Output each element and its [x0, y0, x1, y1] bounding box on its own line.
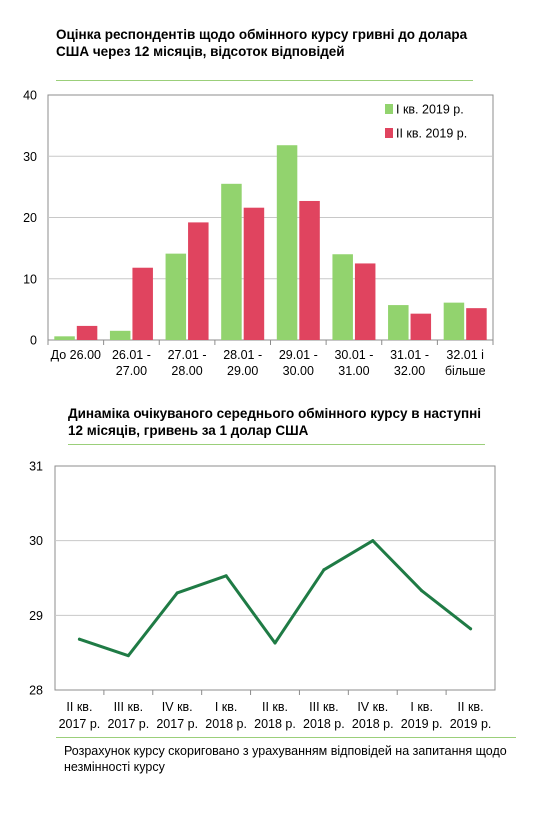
line-x-tick-label: 2017 р. [156, 717, 198, 731]
bar-q2-2019 [243, 207, 265, 340]
bar-x-tick-label: 31.00 [338, 364, 369, 378]
bar-x-tick-label: 32.00 [394, 364, 425, 378]
bar-q1-2019 [109, 330, 131, 340]
bar-x-tick-label: 31.01 - [390, 348, 429, 362]
bar-x-tick-label: 32.01 і [446, 348, 484, 362]
line-x-tick-label: I кв. [215, 700, 238, 714]
legend-label: ІІ кв. 2019 р. [396, 127, 467, 141]
line-data-point [126, 654, 130, 658]
bar-x-tick-label: 30.00 [283, 364, 314, 378]
bar-y-tick-label: 10 [23, 272, 37, 286]
line-x-tick-label: III кв. [309, 700, 338, 714]
line-chart-title: Динаміка очікуваного середнього обмінног… [68, 406, 482, 438]
footnote: Розрахунок курсу скориговано з урахуванн… [64, 744, 507, 774]
bar-y-tick-label: 40 [23, 89, 37, 103]
line-y-tick-label: 28 [29, 684, 43, 698]
legend-swatch [385, 104, 393, 114]
line-data-point [224, 574, 228, 578]
line-x-tick-label: 2017 р. [59, 717, 101, 731]
bar-y-tick-label: 30 [23, 150, 37, 164]
bar-q1-2019 [221, 183, 242, 340]
legend-swatch [385, 128, 393, 138]
line-data-point [175, 591, 179, 595]
line-x-tick-label: II кв. [458, 700, 484, 714]
line-x-tick-label: I кв. [410, 700, 433, 714]
bar-q1-2019 [276, 145, 298, 340]
line-x-tick-label: IV кв. [357, 700, 388, 714]
bar-q1-2019 [332, 254, 353, 340]
bar-x-tick-label: 30.01 - [334, 348, 373, 362]
bar-x-tick-label: 28.01 - [223, 348, 262, 362]
bar-q1-2019 [443, 302, 465, 340]
line-data-point [469, 627, 473, 631]
line-y-tick-label: 31 [29, 460, 43, 474]
line-x-tick-label: 2017 р. [107, 717, 149, 731]
line-y-tick-label: 29 [29, 609, 43, 623]
bar-q1-2019 [165, 253, 187, 340]
footnote-divider [56, 737, 516, 738]
bar-q1-2019 [54, 336, 75, 340]
bar-q1-2019 [388, 305, 409, 340]
bar-y-tick-label: 20 [23, 211, 37, 225]
bar-x-tick-label: До 26.00 [51, 348, 101, 362]
line-data-point [322, 568, 326, 572]
bar-y-tick-label: 0 [30, 334, 37, 348]
bar-title-divider [56, 80, 473, 81]
line-title-divider [68, 444, 485, 445]
line-x-tick-label: II кв. [66, 700, 92, 714]
bar-q2-2019 [299, 200, 320, 340]
bar-chart: 0 10 20 30 40 До 26.00 26.01 - 27.00 27.01 - 28.0… [23, 89, 494, 378]
bar-x-tick-label: 29.00 [227, 364, 258, 378]
line-data-point [273, 641, 277, 645]
bar-q2-2019 [132, 267, 153, 340]
bar-x-tick-label: 28.00 [171, 364, 202, 378]
bar-x-tick-label: 29.01 - [279, 348, 318, 362]
line-data-point [371, 539, 375, 543]
line-x-tick-label: IV кв. [162, 700, 193, 714]
line-x-tick-label: 2018 р. [205, 717, 247, 731]
line-x-tick-label: 2018 р. [352, 717, 394, 731]
bar-q2-2019 [410, 313, 432, 340]
expected-rate-line [77, 539, 473, 658]
bar-chart-title: Оцінка респондентів щодо обмінного курсу… [56, 27, 468, 59]
line-x-tick-label: 2019 р. [450, 717, 492, 731]
line-data-point [420, 589, 424, 593]
bar-x-tick-label: більше [445, 364, 486, 378]
bar-x-tick-label: 27.00 [116, 364, 147, 378]
bar-q2-2019 [76, 325, 98, 340]
line-plot-frame [54, 465, 496, 691]
line-x-tick-label: 2019 р. [401, 717, 443, 731]
bar-x-tick-label: 26.01 - [112, 348, 151, 362]
bar-q2-2019 [466, 308, 487, 340]
bar-q2-2019 [188, 222, 209, 340]
line-y-tick-label: 30 [29, 534, 43, 548]
bar-x-tick-label: 27.01 - [168, 348, 207, 362]
legend-label: І кв. 2019 р. [396, 103, 464, 117]
line-x-tick-label: 2018 р. [254, 717, 296, 731]
line-x-tick-label: III кв. [114, 700, 143, 714]
bar-q2-2019 [354, 263, 376, 340]
line-x-tick-label: 2018 р. [303, 717, 345, 731]
line-x-tick-label: II кв. [262, 700, 288, 714]
line-data-point [77, 637, 81, 641]
